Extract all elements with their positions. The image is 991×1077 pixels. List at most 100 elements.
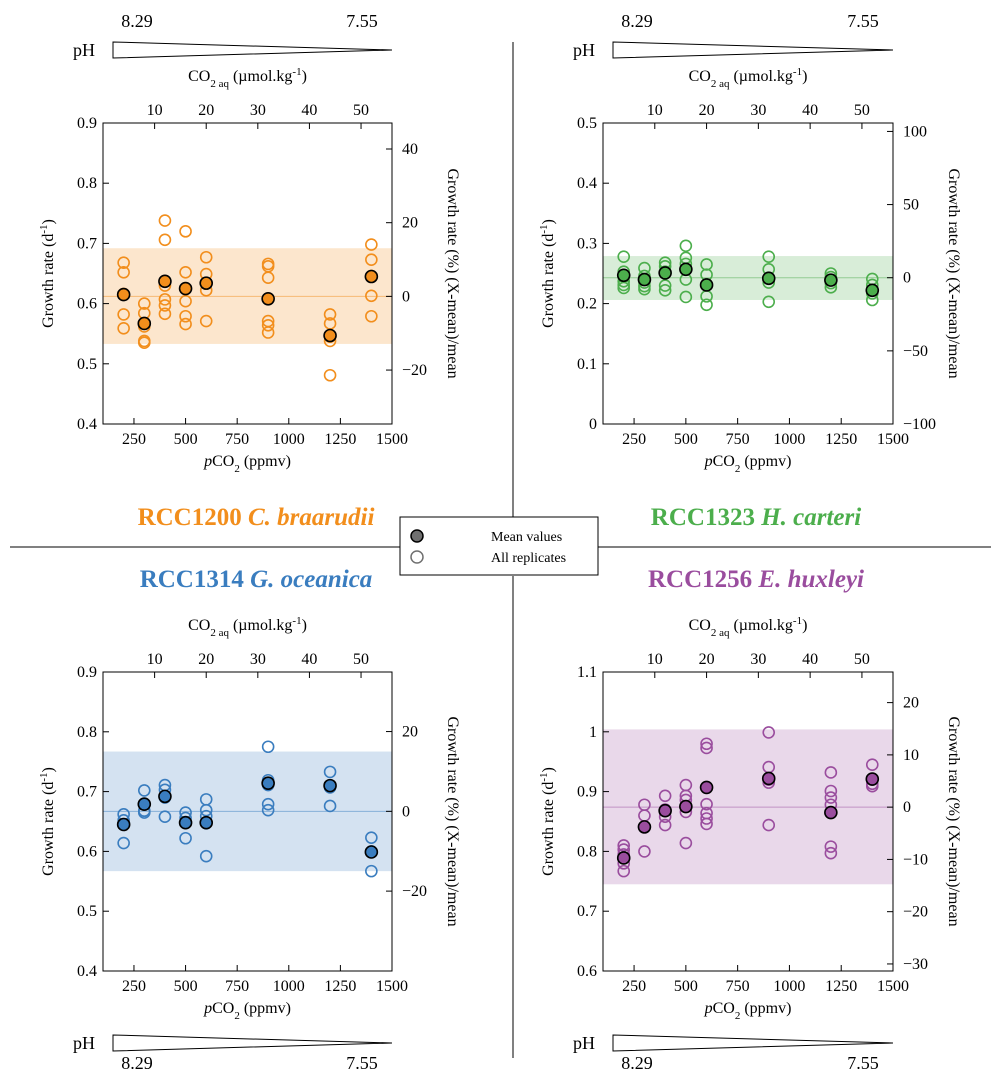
x-tick-label: 500 — [674, 978, 698, 995]
y-tick-label: 0.7 — [77, 784, 97, 801]
mean-point — [116, 287, 131, 302]
y-tick-label: 0.9 — [577, 784, 597, 801]
top-tick-label: 20 — [198, 651, 214, 668]
legend-mean-label: Mean values — [491, 530, 562, 545]
replicate-point — [617, 281, 631, 295]
replicate-point — [700, 797, 713, 811]
replicate-point — [179, 225, 192, 238]
replicate-point — [158, 214, 172, 227]
replicate-point — [658, 279, 672, 292]
y-tick-label: 0.4 — [77, 416, 97, 433]
replicate-point — [137, 784, 151, 797]
mean-point — [824, 273, 838, 287]
top-tick-label: 30 — [750, 102, 766, 119]
mean-point — [699, 278, 714, 292]
ph-right-value: 7.55 — [346, 11, 378, 31]
replicate-point — [365, 238, 378, 251]
replicate-point — [365, 864, 378, 878]
replicate-point — [199, 849, 213, 863]
replicate-point — [323, 765, 337, 779]
y-axis-label-end: ) — [40, 219, 57, 224]
x-tick-label: 1250 — [324, 431, 356, 448]
x-axis-label: pCO2 (ppmv) — [203, 1000, 291, 1022]
y-axis-label-end: ) — [540, 219, 557, 224]
x-tick-label: 1000 — [273, 978, 305, 995]
mean-point — [158, 789, 172, 804]
top-axis-label: CO2 aq (µmol.kg-1) — [689, 615, 808, 639]
right-tick-label: 20 — [402, 724, 418, 741]
y-axis-label: Growth rate (d-1) — [538, 767, 557, 876]
right-tick-label: 0 — [903, 270, 911, 287]
replicate-point — [638, 845, 651, 858]
y-axis-label-sup: -1 — [38, 224, 50, 233]
replicate-point — [824, 784, 838, 798]
y-axis-label-end: ) — [540, 767, 557, 772]
ph-wedge — [112, 41, 393, 59]
y-axis-label: Growth rate (d-1) — [538, 219, 557, 328]
y-axis-label-sup: -1 — [538, 772, 550, 781]
replicate-point — [158, 299, 172, 312]
replicate-point — [261, 740, 275, 754]
plot-frame — [102, 671, 393, 972]
mean-point — [865, 772, 880, 786]
replicate-point — [137, 297, 151, 310]
replicate-point — [261, 803, 275, 817]
top-axis-label-main: CO — [188, 617, 210, 634]
right-tick-label: −100 — [903, 416, 936, 433]
x-axis-label-sub: 2 — [234, 463, 240, 475]
x-tick-label: 1500 — [376, 978, 408, 995]
replicate-point — [617, 250, 631, 263]
replicate-point — [137, 336, 151, 350]
plot-frame — [602, 671, 894, 972]
y-tick-label: 0.7 — [577, 903, 597, 920]
replicate-point — [365, 289, 378, 303]
y-axis-label-main: Growth rate (d — [40, 234, 57, 328]
y-axis-label-main: Growth rate (d — [540, 782, 557, 876]
ph-label: pH — [73, 40, 95, 60]
top-axis-label-sub: 2 aq — [210, 78, 229, 90]
x-axis-label: pCO2 (ppmv) — [704, 1000, 792, 1022]
replicate-point — [700, 737, 713, 751]
x-tick-label: 500 — [174, 978, 198, 995]
x-axis-label-suffix: (ppmv) — [240, 453, 291, 470]
x-tick-label: 750 — [726, 431, 750, 448]
top-axis-label: CO2 aq (µmol.kg-1) — [188, 615, 307, 639]
replicate-point — [158, 307, 172, 321]
ph-label: pH — [573, 1033, 595, 1053]
y-axis-label-sup: -1 — [38, 772, 50, 781]
mean-point — [865, 283, 880, 298]
top-tick-label: 10 — [647, 651, 663, 668]
mean-point — [261, 776, 275, 791]
mean-point — [137, 316, 152, 331]
mean-point — [637, 272, 652, 287]
top-tick-label: 10 — [147, 102, 163, 119]
top-axis-label: CO2 aq (µmol.kg-1) — [689, 66, 808, 90]
top-tick-label: 40 — [301, 102, 317, 119]
right-tick-label: 0 — [903, 799, 911, 816]
x-axis-label: pCO2 (ppmv) — [704, 453, 792, 475]
x-axis-label-core: CO — [713, 453, 735, 470]
top-tick-label: 30 — [250, 651, 266, 668]
top-tick-label: 50 — [353, 651, 369, 668]
right-tick-label: 20 — [402, 215, 418, 232]
mean-point — [364, 269, 379, 284]
right-tick-label: 10 — [903, 747, 919, 764]
mean-point — [824, 805, 838, 820]
replicate-point — [261, 326, 275, 339]
y-tick-label: 0.9 — [77, 664, 97, 681]
right-axis-label: Growth rate (%) (X-mean)/mean — [945, 716, 962, 926]
mean-point — [199, 815, 214, 830]
y-tick-label: 0.5 — [77, 903, 97, 920]
right-tick-label: 20 — [903, 695, 919, 712]
replicate-point — [199, 314, 213, 328]
replicate-point — [179, 265, 192, 279]
x-tick-label: 750 — [225, 431, 249, 448]
x-axis-label-core: CO — [212, 1000, 234, 1017]
top-tick-label: 40 — [802, 651, 818, 668]
y-tick-label: 0.6 — [577, 963, 597, 980]
top-axis-label-main: CO — [689, 617, 711, 634]
replicate-point — [323, 308, 337, 321]
